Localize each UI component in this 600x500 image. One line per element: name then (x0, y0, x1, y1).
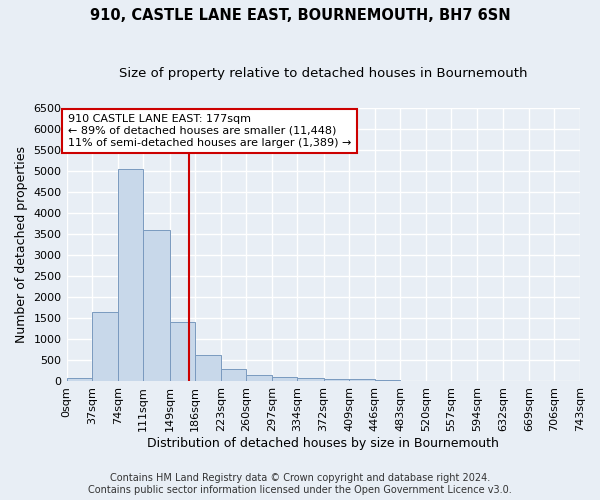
Bar (272, 378, 298, 382)
Bar (323, 378, 349, 382)
Bar (349, 380, 375, 382)
Bar (298, 378, 323, 382)
Bar (246, 375, 272, 382)
Bar (221, 370, 246, 382)
Text: 910, CASTLE LANE EAST, BOURNEMOUTH, BH7 6SN: 910, CASTLE LANE EAST, BOURNEMOUTH, BH7 … (89, 8, 511, 22)
Title: Size of property relative to detached houses in Bournemouth: Size of property relative to detached ho… (119, 68, 527, 80)
Bar (67, 378, 92, 382)
Bar (92, 312, 118, 382)
X-axis label: Distribution of detached houses by size in Bournemouth: Distribution of detached houses by size … (148, 437, 499, 450)
Text: Contains HM Land Registry data © Crown copyright and database right 2024.
Contai: Contains HM Land Registry data © Crown c… (88, 474, 512, 495)
Bar (118, 168, 143, 382)
Bar (170, 322, 195, 382)
Bar (143, 230, 170, 382)
Bar (375, 380, 400, 382)
Text: 910 CASTLE LANE EAST: 177sqm
← 89% of detached houses are smaller (11,448)
11% o: 910 CASTLE LANE EAST: 177sqm ← 89% of de… (68, 114, 351, 148)
Y-axis label: Number of detached properties: Number of detached properties (15, 146, 28, 344)
Bar (195, 356, 221, 382)
